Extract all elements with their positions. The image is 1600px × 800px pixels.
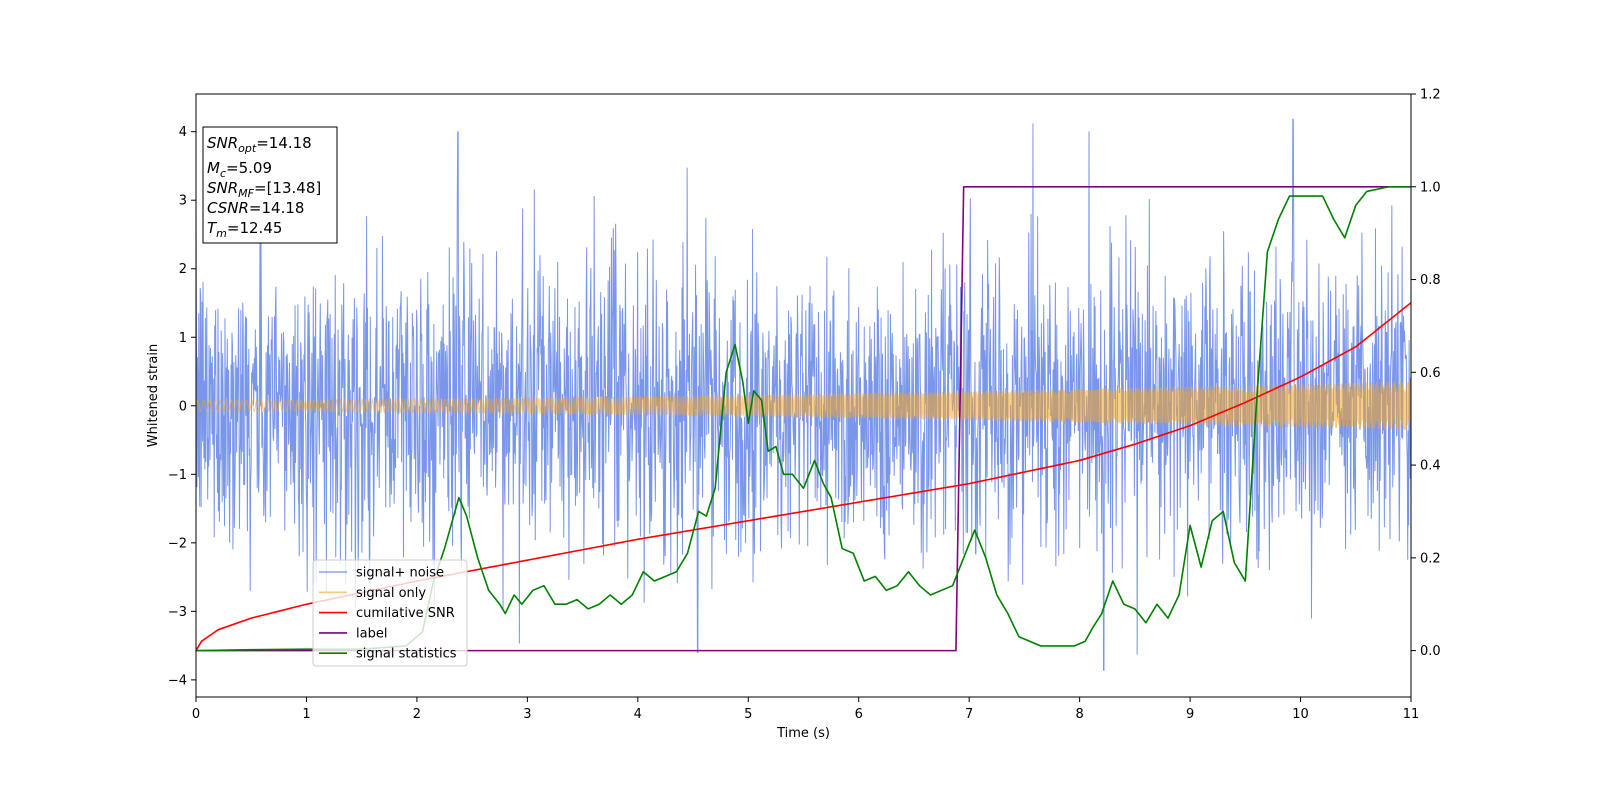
x-tick-label: 1 — [302, 707, 310, 722]
label-line — [196, 185, 1411, 652]
legend-label: label — [356, 626, 387, 641]
legend-label: signal statistics — [356, 647, 457, 662]
y-left-tick-label: −1 — [168, 468, 187, 483]
y-right-tick-label: 0.8 — [1420, 273, 1441, 288]
x-tick-label: 6 — [855, 707, 863, 722]
signal-only-line — [196, 381, 1411, 431]
y-right-tick-label: 1.0 — [1420, 180, 1441, 195]
x-tick-label: 3 — [523, 707, 531, 722]
legend-frame — [312, 559, 468, 667]
legend-label: cumilative SNR — [356, 606, 455, 621]
x-tick-label: 11 — [1403, 707, 1420, 722]
info-snr-mf: SNRMF=[13.48] — [207, 179, 321, 200]
y-left-tick-label: −2 — [168, 536, 187, 551]
y-right-tick-label: 0.6 — [1420, 366, 1441, 381]
plot-frame — [195, 93, 1412, 698]
x-tick-label: 9 — [1186, 707, 1194, 722]
x-tick-label: 0 — [192, 707, 200, 722]
y-left-tick-label: 4 — [179, 125, 187, 140]
x-tick-label: 4 — [634, 707, 642, 722]
y-axis-title: Whitened strain — [146, 344, 161, 447]
y-left-tick-label: −3 — [168, 605, 187, 620]
y-right-axis: 0.0 0.2 0.4 0.6 0.8 1.0 1.2 — [1411, 88, 1441, 659]
y-left-tick-label: −4 — [168, 673, 187, 688]
y-left-tick-label: 2 — [179, 262, 187, 277]
legend-label: signal+ noise — [356, 566, 444, 581]
x-axis: 0 1 2 3 4 5 6 7 8 9 10 11 — [192, 697, 1419, 722]
legend-label: signal only — [356, 586, 426, 601]
info-mc: Mc=5.09 — [207, 159, 272, 180]
y-left-axis: −4 −3 −2 −1 0 1 2 3 4 — [168, 125, 196, 688]
x-tick-label: 8 — [1075, 707, 1083, 722]
info-box: SNRopt=14.18 Mc=5.09SNRMF=[13.48]CSNR=14.… — [202, 126, 338, 244]
x-tick-label: 10 — [1292, 707, 1309, 722]
y-left-tick-label: 3 — [179, 194, 187, 209]
info-box-frame — [202, 126, 338, 244]
y-left-tick-label: 0 — [179, 399, 187, 414]
x-tick-label: 5 — [744, 707, 752, 722]
y-right-tick-label: 0.2 — [1420, 551, 1441, 566]
signal-only-series — [196, 381, 1411, 431]
y-right-tick-label: 1.2 — [1420, 88, 1441, 103]
legend: signal+ noise signal only cumilative SNR la… — [312, 559, 468, 667]
y-right-tick-label: 0.4 — [1420, 459, 1441, 474]
x-tick-label: 2 — [413, 707, 421, 722]
x-tick-label: 7 — [965, 707, 973, 722]
y-left-tick-label: 1 — [179, 331, 187, 346]
info-csnr: CSNR=14.18 — [207, 199, 304, 217]
x-axis-title: Time (s) — [776, 726, 830, 741]
info-tm: Tm=12.45 — [207, 219, 282, 240]
signal-statistics-line — [196, 185, 1411, 652]
info-snr-opt: SNRopt=14.18 — [207, 134, 312, 155]
y-right-tick-label: 0.0 — [1420, 644, 1441, 659]
